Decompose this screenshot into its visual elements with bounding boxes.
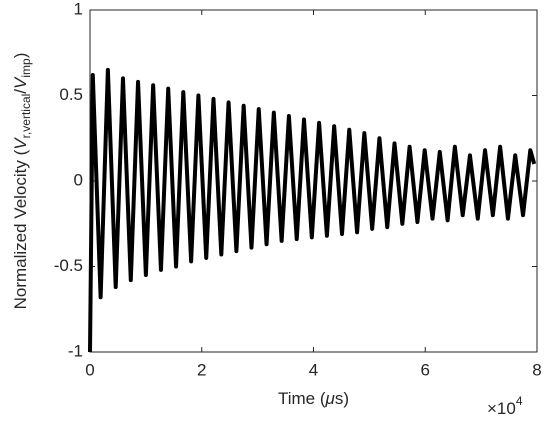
y-axis-label-part: Normalized Velocity ( [11, 149, 30, 309]
x-axis-label-part: μ [325, 389, 336, 408]
x-multiplier: ×104 [487, 394, 523, 418]
x-tick-label: 2 [197, 360, 206, 379]
y-axis-label-part: r,vertical [19, 94, 33, 139]
y-tick-label: 1 [74, 0, 83, 18]
x-tick-label: 0 [85, 360, 94, 379]
x-tick-label: 6 [421, 360, 430, 379]
y-axis-label-part: / [11, 89, 30, 94]
y-tick-label: -0.5 [54, 256, 83, 275]
y-axis-label-part: ) [11, 53, 30, 59]
x-tick-label: 8 [532, 360, 541, 379]
x-axis-label-part: Time ( [278, 389, 326, 408]
y-tick-label: 0.5 [59, 85, 83, 104]
y-axis-label-part: imp [19, 58, 33, 78]
data-line [88, 67, 537, 353]
y-axis-label-part: V [11, 76, 30, 89]
x-multiplier-exponent: 4 [516, 394, 523, 408]
y-tick-label: -1 [68, 341, 83, 360]
x-axis-label: Time (μs) [278, 389, 349, 408]
x-axis-label-part: s) [335, 389, 349, 408]
y-tick-label: 0 [74, 170, 83, 189]
x-tick-label: 4 [309, 360, 318, 379]
x-multiplier-base: ×10 [487, 399, 516, 418]
y-axis-label: Normalized Velocity (Vr,vertical/Vimp) [11, 53, 33, 310]
y-axis-label-part: V [11, 137, 30, 150]
